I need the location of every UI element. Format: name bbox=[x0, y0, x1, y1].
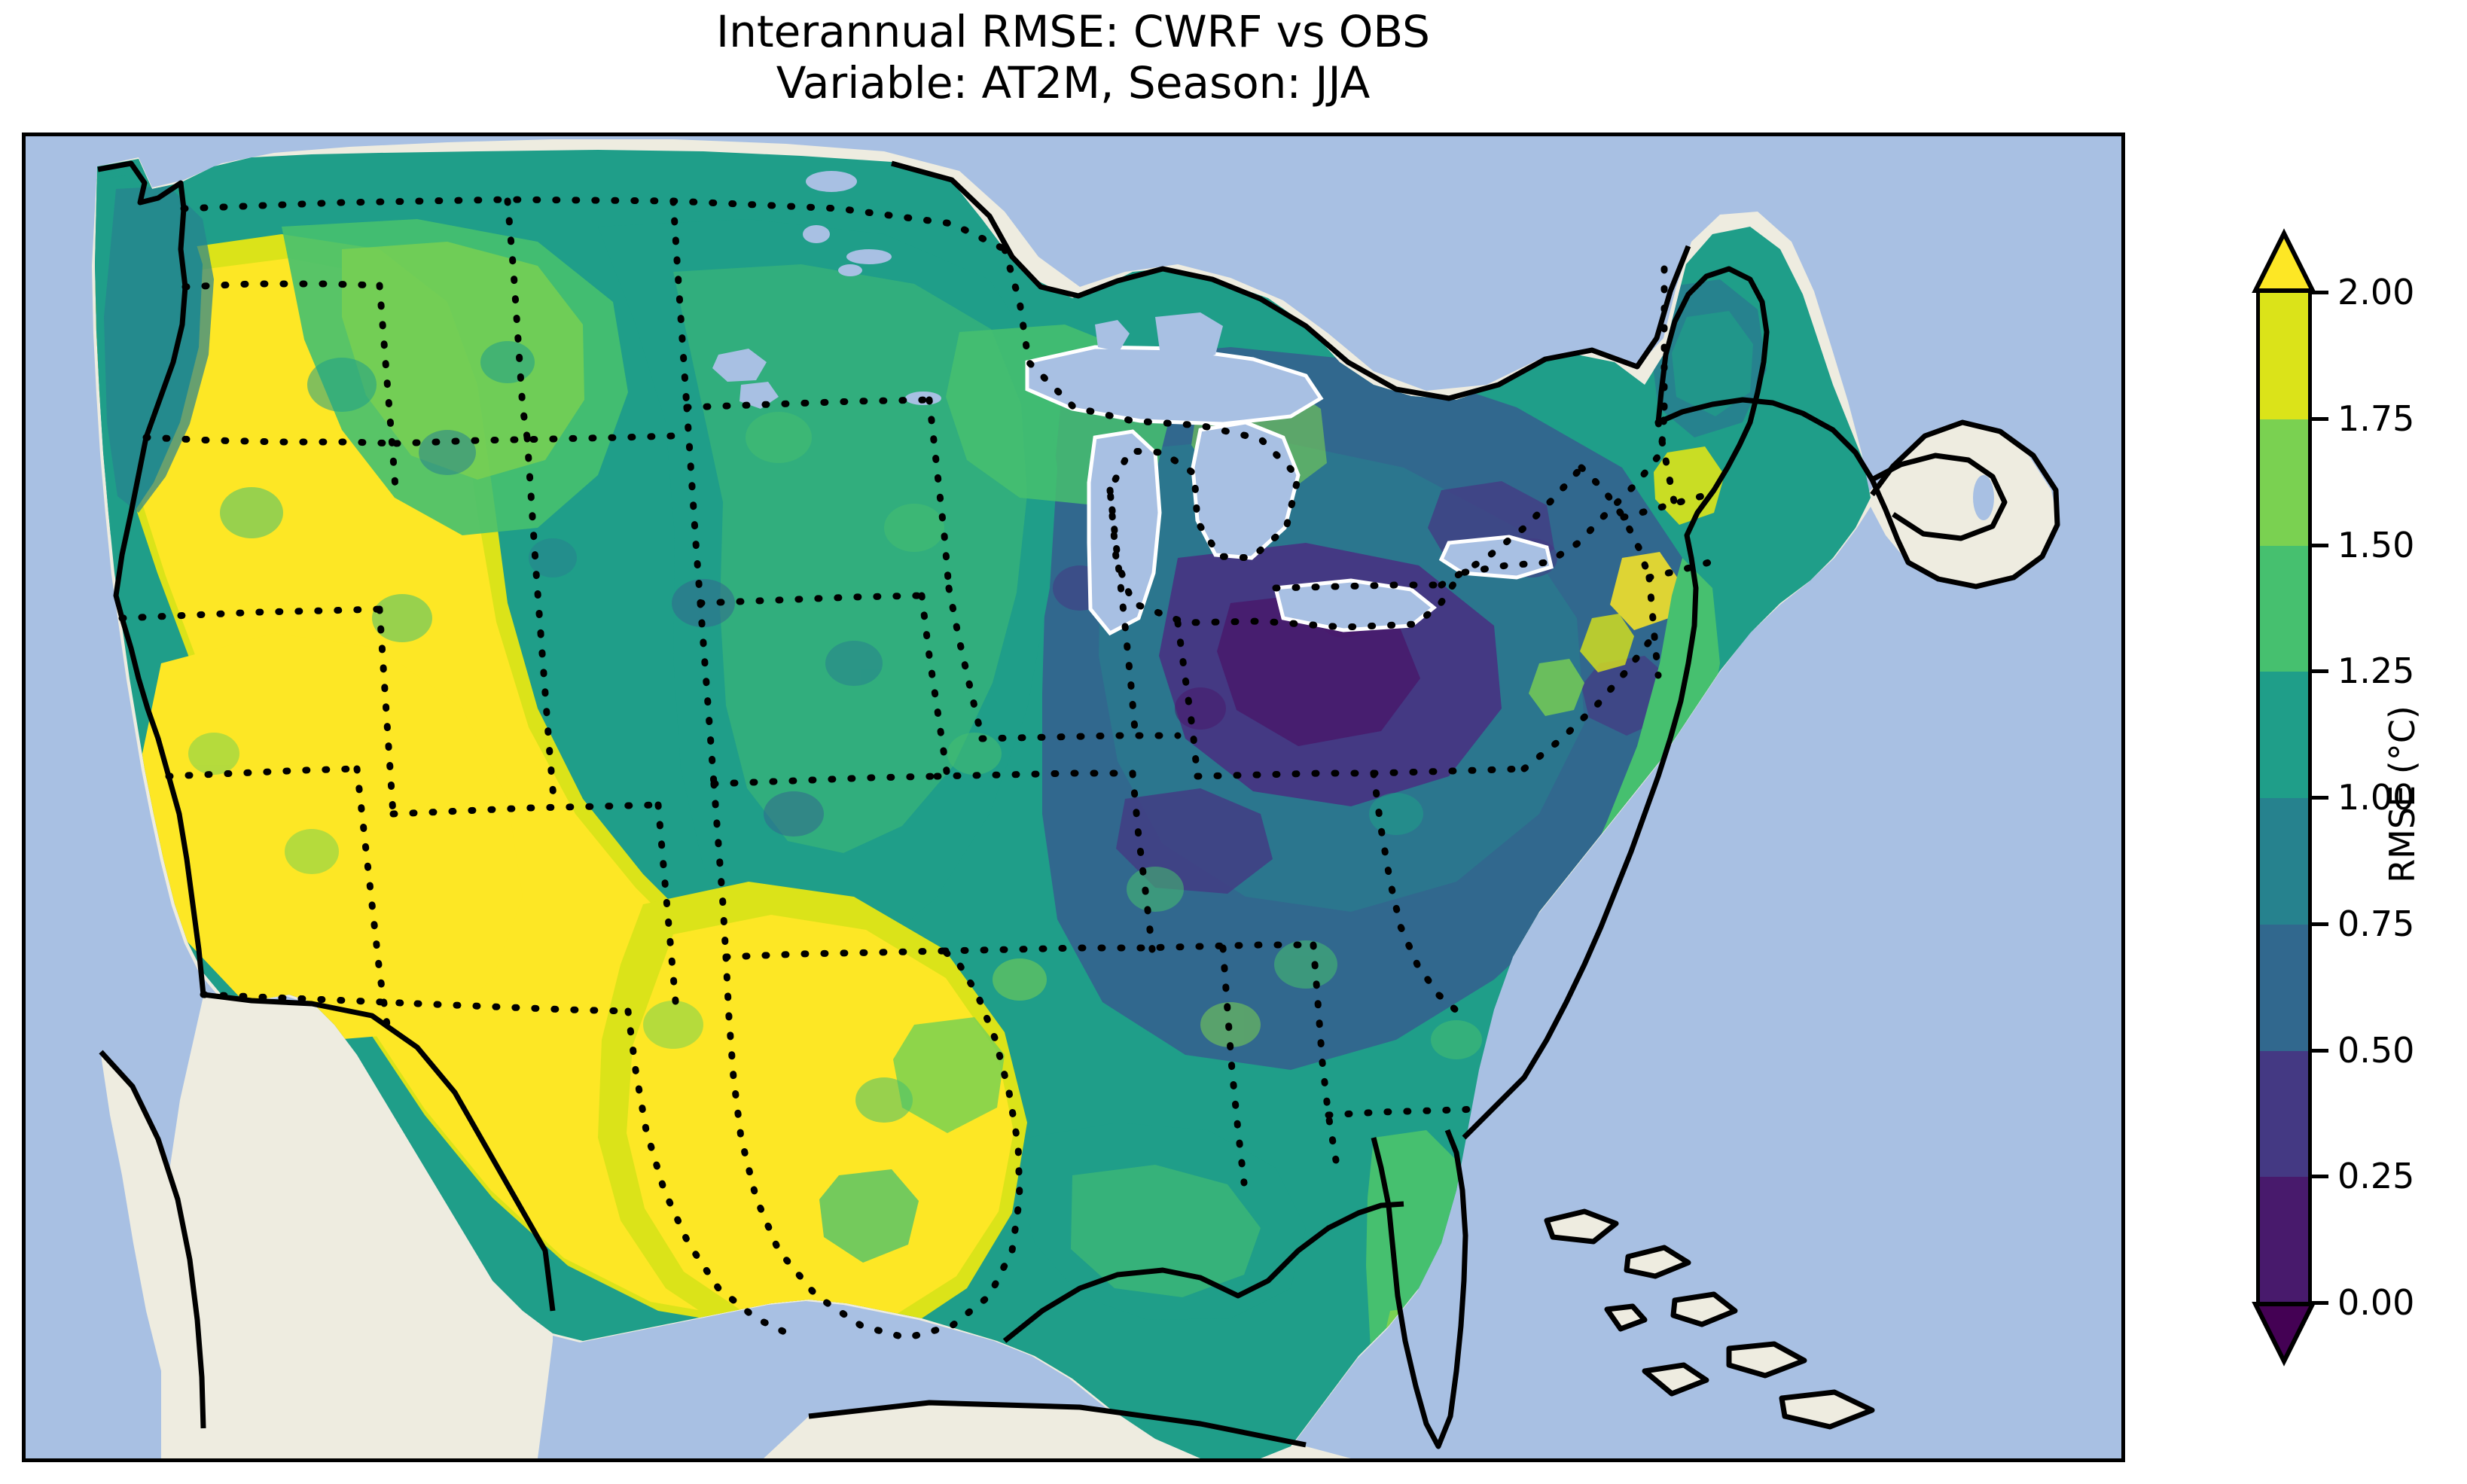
colorbar-tick-mark bbox=[2312, 291, 2328, 294]
colorbar[interactable]: 0.00 0.25 0.50 0.75 1.00 1.25 1.50 1.75 2.00 bbox=[2252, 228, 2414, 1367]
title-line-2: Variable: AT2M, Season: JJA bbox=[776, 57, 1371, 109]
colorbar-tick-label: 0.50 bbox=[2337, 1029, 2415, 1071]
colorbar-tick-label: 1.00 bbox=[2337, 777, 2415, 818]
state-boundaries bbox=[118, 196, 1722, 1342]
colorbar-band-4 bbox=[2256, 671, 2312, 798]
colorbar-band-2 bbox=[2256, 923, 2312, 1051]
colorbar-band-3 bbox=[2256, 797, 2312, 925]
colorbar-tick-mark bbox=[2312, 1048, 2328, 1053]
colorbar-tick-mark bbox=[2312, 416, 2328, 421]
colorbar-axis-label: RMSE (°C) bbox=[2382, 705, 2423, 883]
colorbar-tick-mark bbox=[2312, 1301, 2328, 1305]
conus-rmse-map[interactable] bbox=[26, 136, 2121, 1458]
colorbar-tick-label: 1.75 bbox=[2337, 398, 2415, 439]
colorbar-band-1 bbox=[2256, 1050, 2312, 1178]
colorbar-tick-mark bbox=[2312, 543, 2328, 547]
colorbar-tick-mark bbox=[2312, 669, 2328, 674]
map-axes[interactable] bbox=[22, 133, 2125, 1462]
colorbar-tick-label: 0.00 bbox=[2337, 1282, 2415, 1323]
colorbar-band-5 bbox=[2256, 544, 2312, 672]
colorbar-band-6 bbox=[2256, 418, 2312, 546]
colorbar-tick-label: 0.75 bbox=[2337, 903, 2415, 944]
title-line-1: Interannual RMSE: CWRF vs OBS bbox=[716, 6, 1430, 57]
colorbar-tick-label: 2.00 bbox=[2337, 272, 2415, 312]
colorbar-tick-mark bbox=[2312, 1175, 2328, 1179]
colorbar-tick-label: 0.25 bbox=[2337, 1156, 2415, 1197]
colorbar-extend-max-triangle bbox=[2252, 228, 2316, 293]
coastline-layer bbox=[97, 160, 2060, 1449]
figure-title: Interannual RMSE: CWRF vs OBS Variable: … bbox=[0, 6, 2146, 109]
colorbar-tick-label: 1.25 bbox=[2337, 651, 2415, 692]
colorbar-band-0 bbox=[2256, 1176, 2312, 1303]
colorbar-tick-mark bbox=[2312, 922, 2328, 926]
colorbar-extend-min-triangle bbox=[2252, 1302, 2316, 1367]
colorbar-tick-label: 1.50 bbox=[2337, 524, 2415, 565]
colorbar-tick-mark bbox=[2312, 796, 2328, 800]
colorbar-band-7 bbox=[2256, 292, 2312, 419]
